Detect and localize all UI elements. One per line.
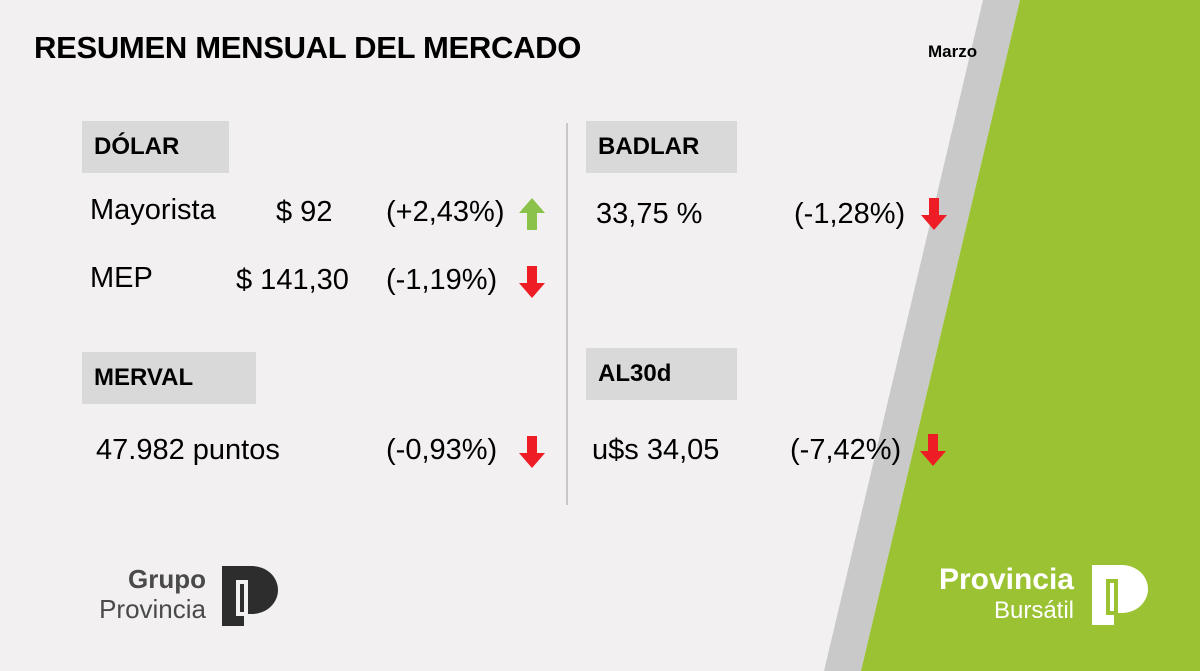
mep-value: $ 141,30 <box>236 264 349 296</box>
provincia-p-icon <box>222 566 278 626</box>
al30d-label: AL30d <box>586 348 737 400</box>
al30d-value: u$s 34,05 <box>592 434 720 466</box>
provincia-bursatil-line1: Provincia <box>938 563 1074 596</box>
al30d-change: (-7,42%) <box>790 434 902 466</box>
green-panel <box>861 0 1200 671</box>
merval-change: (-0,93%) <box>386 434 498 466</box>
grupo-provincia-line1: Grupo <box>128 564 206 594</box>
mep-name: MEP <box>90 262 153 294</box>
provincia-bursatil-logo: Provincia Bursátil <box>938 563 1148 629</box>
provincia-bursatil-line2: Bursátil <box>993 597 1074 624</box>
provincia-p-icon <box>1092 565 1148 625</box>
down-arrow-icon <box>519 266 545 298</box>
mayorista-name: Mayorista <box>90 194 216 226</box>
gray-stripe <box>824 0 1020 671</box>
dolar-label: DÓLAR <box>82 121 229 173</box>
badlar-change: (-1,28%) <box>794 198 906 230</box>
down-arrow-icon <box>519 436 545 468</box>
down-arrow-icon <box>921 198 947 230</box>
badlar-label: BADLAR <box>586 121 737 173</box>
month-label: Marzo <box>928 42 978 61</box>
down-arrow-icon <box>920 434 946 466</box>
mayorista-change: (+2,43%) <box>386 196 505 228</box>
column-divider <box>566 123 568 505</box>
merval-label: MERVAL <box>82 352 256 404</box>
mep-change: (-1,19%) <box>386 264 498 296</box>
up-arrow-icon <box>519 198 545 230</box>
page-title: RESUMEN MENSUAL DEL MERCADO <box>34 30 582 65</box>
merval-value: 47.982 puntos <box>96 434 280 466</box>
mayorista-value: $ 92 <box>276 196 333 228</box>
badlar-value: 33,75 % <box>596 198 703 230</box>
grupo-provincia-line2: Provincia <box>99 594 206 624</box>
grupo-provincia-logo: Grupo Provincia <box>88 564 278 628</box>
